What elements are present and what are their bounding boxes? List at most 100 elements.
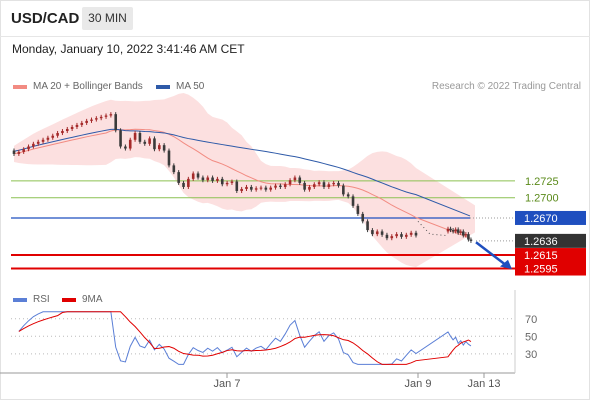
chart-header: USD/CAD 30 MIN — [0, 0, 590, 37]
candle — [216, 178, 219, 181]
candle — [119, 130, 122, 147]
candle — [467, 234, 470, 240]
candle — [356, 205, 360, 214]
timestamp: Monday, January 10, 2022 3:41:46 AM CET — [12, 42, 245, 56]
x-tick-label: Jan 13 — [467, 378, 500, 390]
candle — [456, 229, 460, 233]
level-lines — [11, 180, 515, 270]
candle — [375, 231, 379, 235]
candle — [240, 188, 243, 191]
candle — [464, 234, 468, 236]
candle — [459, 231, 463, 233]
forecast-arrow-shaft — [475, 241, 507, 267]
candle — [451, 230, 455, 232]
moving-averages — [13, 128, 512, 270]
candle — [12, 150, 16, 154]
candle — [138, 133, 142, 142]
candle — [158, 145, 161, 150]
gap-dotted-line — [417, 220, 447, 236]
candle — [32, 143, 35, 147]
x-tick-label: Jan 9 — [405, 378, 432, 390]
candle — [337, 182, 340, 186]
ma9-legend-label: 9MA — [82, 294, 103, 305]
candle — [128, 139, 132, 149]
candle — [177, 172, 180, 183]
bollinger-band-area — [14, 93, 475, 268]
candle — [462, 231, 465, 236]
candle — [414, 232, 418, 236]
candle — [36, 141, 40, 144]
x-axis: Jan 7 Jan 9 Jan 13 — [0, 290, 516, 390]
x-tick-label: Jan 7 — [214, 378, 241, 390]
rsi-ma9-line — [18, 311, 472, 365]
timeframe-button[interactable]: 30 MIN — [82, 7, 133, 30]
ma50-legend-label: MA 50 — [176, 81, 205, 92]
candle — [46, 137, 50, 140]
candle — [283, 184, 287, 187]
bollinger-band-fill — [14, 93, 475, 268]
candle — [148, 138, 151, 144]
rsi-swatch — [13, 297, 27, 302]
support-label: 1.2615 — [524, 250, 558, 262]
candle — [298, 177, 302, 183]
candle — [454, 229, 457, 232]
candle — [109, 114, 113, 116]
candle — [75, 124, 79, 127]
candle — [274, 185, 277, 188]
candle — [65, 128, 69, 132]
candle — [114, 114, 118, 131]
ma50-swatch — [156, 84, 170, 89]
candle — [361, 213, 365, 222]
candle — [220, 178, 224, 185]
candle — [385, 234, 389, 239]
current-price-badge — [515, 233, 586, 248]
rsi-level-label: 70 — [525, 314, 537, 326]
candle — [104, 115, 108, 117]
candle — [196, 173, 200, 178]
current-price-label: 1.2636 — [524, 236, 558, 248]
candle — [390, 236, 394, 239]
candle — [201, 177, 205, 181]
candle — [162, 145, 166, 151]
symbol-label: USD/CAD — [11, 10, 80, 27]
resistance-label: 1.2700 — [525, 193, 559, 205]
candle — [346, 194, 350, 197]
candle — [293, 177, 297, 181]
candle — [182, 182, 185, 187]
ma50-line — [13, 128, 471, 217]
candle — [95, 118, 98, 120]
candle — [133, 133, 137, 140]
candle — [187, 178, 190, 187]
candle — [41, 139, 45, 142]
candle — [446, 228, 450, 232]
candle — [172, 165, 176, 173]
candle — [469, 239, 473, 241]
pivot-label: 1.2670 — [524, 213, 558, 225]
candle — [405, 234, 408, 237]
legend-rsi: RSI — [13, 294, 50, 305]
rsi-legend-label: RSI — [33, 294, 50, 305]
candle — [312, 184, 316, 187]
candle — [225, 182, 229, 185]
candle — [245, 186, 248, 189]
candle — [254, 188, 258, 190]
rsi-line — [18, 311, 472, 365]
ma20-line — [13, 128, 471, 239]
candle — [322, 182, 326, 187]
research-credit: Research © 2022 Trading Central — [431, 81, 581, 92]
candle — [22, 149, 25, 152]
ma9-swatch — [62, 297, 76, 302]
candle — [395, 234, 398, 237]
candle — [351, 196, 355, 206]
candle — [308, 186, 311, 190]
candles — [12, 112, 473, 243]
ma20-swatch — [13, 84, 27, 89]
rsi-level-label: 50 — [525, 331, 537, 343]
candle — [27, 146, 30, 150]
pivot-badge — [515, 210, 586, 225]
forecast-arrow-head — [500, 259, 512, 270]
resistance-label: 1.2725 — [525, 176, 559, 188]
candle — [211, 177, 214, 181]
candle — [342, 185, 345, 195]
candle — [191, 173, 195, 179]
